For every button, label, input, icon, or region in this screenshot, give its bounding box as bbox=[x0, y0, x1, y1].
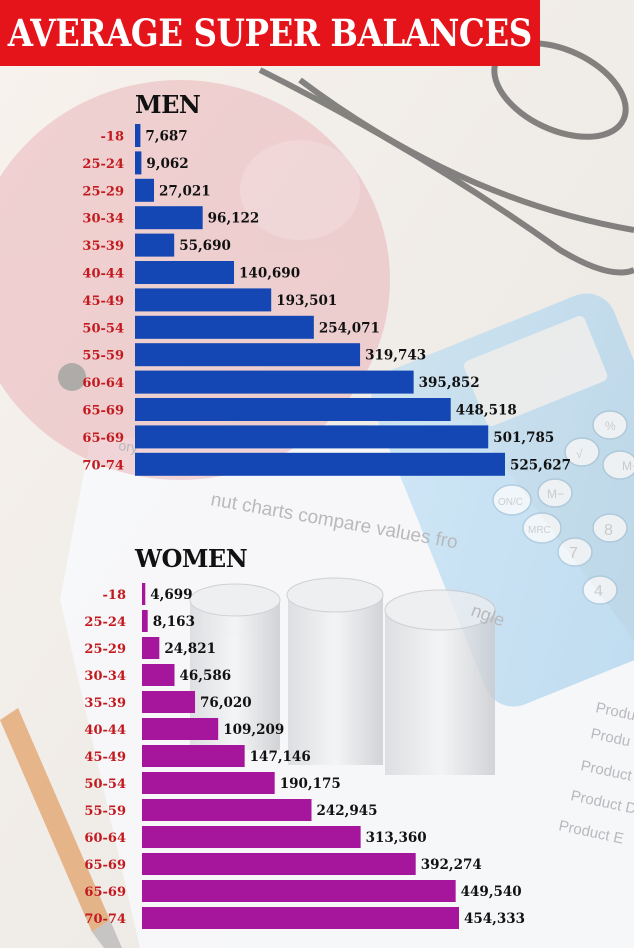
men-category-label: 40-44 bbox=[82, 267, 124, 282]
svg-text:4: 4 bbox=[594, 583, 603, 600]
women-bar-chart: -18 4,699 25-24 8,163 25-29 24,821 30-34 46,586… bbox=[84, 583, 525, 929]
men-value-label: 27,021 bbox=[159, 183, 211, 199]
men-category-label: 45-49 bbox=[82, 294, 124, 309]
men-bar-chart: -18 7,687 25-24 9,062 25-29 27,021 30-34 96,122… bbox=[82, 124, 571, 476]
women-bar bbox=[142, 907, 459, 929]
women-category-label: 70-74 bbox=[84, 912, 126, 927]
men-value-label: 55,690 bbox=[179, 238, 231, 254]
men-category-label: 55-59 bbox=[82, 349, 124, 364]
men-bar bbox=[135, 124, 141, 147]
women-category-label: 65-69 bbox=[84, 858, 126, 873]
women-bar bbox=[142, 745, 245, 767]
men-bar bbox=[135, 233, 175, 257]
women-value-label: 454,333 bbox=[464, 911, 525, 927]
men-bar bbox=[135, 206, 203, 230]
men-bar bbox=[135, 370, 414, 394]
svg-text:ON/C: ON/C bbox=[498, 497, 523, 508]
women-bar bbox=[142, 637, 160, 659]
svg-text:M−: M− bbox=[547, 487, 564, 501]
men-category-label: 25-29 bbox=[82, 184, 124, 199]
women-value-label: 190,175 bbox=[280, 776, 341, 792]
women-section-title: WOMEN bbox=[135, 544, 248, 573]
men-value-label: 9,062 bbox=[146, 156, 188, 172]
women-value-label: 4,699 bbox=[150, 587, 192, 603]
women-bar bbox=[142, 583, 146, 605]
women-category-label: 60-64 bbox=[84, 831, 126, 846]
men-category-label: 50-54 bbox=[82, 321, 124, 336]
women-category-label: 45-49 bbox=[84, 750, 126, 765]
men-category-label: 30-34 bbox=[82, 212, 124, 227]
men-value-label: 193,501 bbox=[276, 293, 337, 309]
women-bar bbox=[142, 826, 361, 848]
men-section-title: MEN bbox=[135, 90, 201, 119]
svg-text:√: √ bbox=[576, 447, 583, 461]
men-value-label: 96,122 bbox=[208, 211, 260, 227]
women-value-label: 46,586 bbox=[180, 668, 232, 684]
men-bar bbox=[135, 288, 272, 312]
men-bar bbox=[135, 151, 142, 175]
men-category-label: -18 bbox=[101, 130, 125, 145]
men-bar bbox=[135, 343, 361, 367]
men-bar bbox=[135, 425, 489, 449]
women-category-label: 30-34 bbox=[84, 669, 126, 684]
men-value-label: 254,071 bbox=[319, 320, 380, 336]
women-category-label: 25-29 bbox=[84, 642, 126, 657]
women-category-label: 40-44 bbox=[84, 723, 126, 738]
men-bar bbox=[135, 452, 505, 476]
men-bar bbox=[135, 398, 451, 421]
svg-text:ory: ory bbox=[118, 437, 139, 456]
women-category-label: 35-39 bbox=[84, 696, 126, 711]
women-bar bbox=[142, 664, 175, 686]
men-value-label: 319,743 bbox=[365, 348, 426, 364]
women-value-label: 313,360 bbox=[366, 830, 427, 846]
men-value-label: 7,687 bbox=[145, 129, 187, 145]
women-category-label: 25-24 bbox=[84, 615, 126, 630]
coin-stacks bbox=[189, 577, 496, 775]
women-bar bbox=[142, 610, 148, 632]
men-value-label: 140,690 bbox=[239, 266, 300, 282]
men-category-label: 65-69 bbox=[82, 431, 124, 446]
men-category-label: 65-69 bbox=[82, 404, 124, 419]
title-banner: AVERAGE SUPER BALANCES bbox=[0, 0, 540, 66]
men-value-label: 501,785 bbox=[493, 430, 554, 446]
women-category-label: 50-54 bbox=[84, 777, 126, 792]
women-value-label: 242,945 bbox=[317, 803, 378, 819]
chart-title: AVERAGE SUPER BALANCES bbox=[7, 11, 533, 55]
svg-text:%: % bbox=[605, 419, 616, 433]
women-bar bbox=[142, 880, 456, 902]
men-category-label: 60-64 bbox=[82, 376, 124, 391]
women-bar bbox=[142, 772, 275, 794]
women-bar bbox=[142, 853, 416, 875]
women-category-label: 65-69 bbox=[84, 885, 126, 900]
men-bar bbox=[135, 178, 155, 202]
svg-text:M+: M+ bbox=[622, 459, 634, 473]
women-value-label: 392,274 bbox=[421, 857, 482, 873]
women-bar bbox=[142, 718, 219, 740]
women-value-label: 24,821 bbox=[164, 641, 216, 657]
svg-text:8: 8 bbox=[604, 522, 613, 539]
men-bar bbox=[135, 315, 314, 339]
svg-text:7: 7 bbox=[569, 545, 578, 562]
women-value-label: 147,146 bbox=[250, 749, 311, 765]
men-value-label: 395,852 bbox=[419, 375, 480, 391]
pen bbox=[0, 708, 122, 948]
men-category-label: 70-74 bbox=[82, 458, 124, 473]
men-category-label: 35-39 bbox=[82, 239, 124, 254]
men-category-label: 25-24 bbox=[82, 157, 124, 172]
men-value-label: 448,518 bbox=[456, 403, 517, 419]
women-value-label: 449,540 bbox=[461, 884, 522, 900]
women-value-label: 8,163 bbox=[153, 614, 195, 630]
women-bar bbox=[142, 691, 196, 713]
women-value-label: 76,020 bbox=[200, 695, 252, 711]
women-category-label: 55-59 bbox=[84, 804, 126, 819]
svg-text:MRC: MRC bbox=[528, 525, 551, 536]
women-bar bbox=[142, 799, 312, 821]
men-bar bbox=[135, 261, 235, 284]
women-category-label: -18 bbox=[103, 588, 127, 603]
men-value-label: 525,627 bbox=[510, 457, 571, 473]
women-value-label: 109,209 bbox=[223, 722, 284, 738]
